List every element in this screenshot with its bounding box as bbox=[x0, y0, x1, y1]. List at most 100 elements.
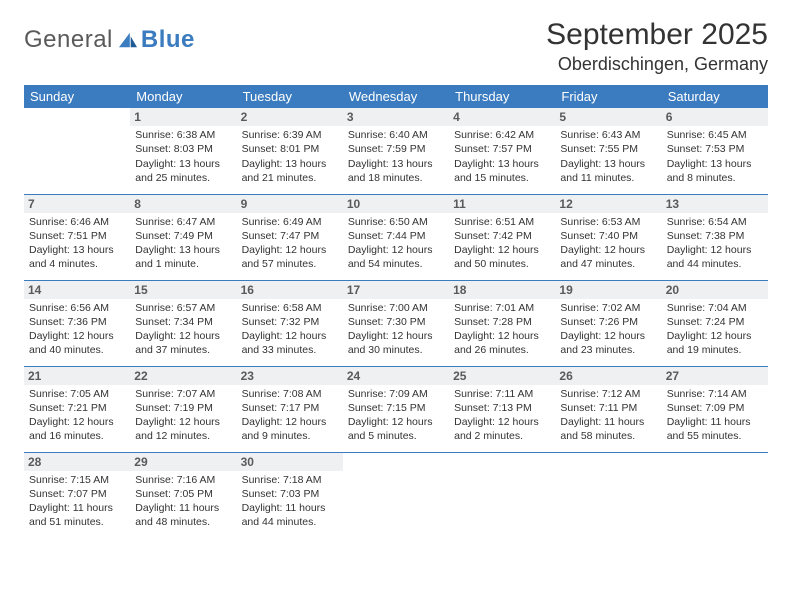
sunset-label: Sunset: 7:05 PM bbox=[135, 487, 231, 501]
sunset-label: Sunset: 7:40 PM bbox=[560, 229, 656, 243]
day-number: 29 bbox=[130, 453, 236, 471]
calendar-cell: 6Sunrise: 6:45 AMSunset: 7:53 PMDaylight… bbox=[662, 108, 768, 194]
sunset-label: Sunset: 7:34 PM bbox=[135, 315, 231, 329]
calendar-row: 1Sunrise: 6:38 AMSunset: 8:03 PMDaylight… bbox=[24, 108, 768, 194]
sunrise-label: Sunrise: 7:16 AM bbox=[135, 473, 231, 487]
daylight-label: Daylight: 13 hours and 25 minutes. bbox=[135, 157, 231, 185]
sunset-label: Sunset: 7:59 PM bbox=[348, 142, 444, 156]
daylight-label: Daylight: 12 hours and 57 minutes. bbox=[242, 243, 338, 271]
sunset-label: Sunset: 7:13 PM bbox=[454, 401, 550, 415]
sunset-label: Sunset: 7:36 PM bbox=[29, 315, 125, 329]
day-number: 15 bbox=[130, 281, 236, 299]
sunrise-label: Sunrise: 6:58 AM bbox=[242, 301, 338, 315]
calendar-cell bbox=[449, 452, 555, 538]
daylight-label: Daylight: 11 hours and 48 minutes. bbox=[135, 501, 231, 529]
sunset-label: Sunset: 7:38 PM bbox=[667, 229, 763, 243]
calendar-cell: 22Sunrise: 7:07 AMSunset: 7:19 PMDayligh… bbox=[130, 366, 236, 452]
day-number: 18 bbox=[449, 281, 555, 299]
daylight-label: Daylight: 12 hours and 47 minutes. bbox=[560, 243, 656, 271]
weekday-header: Wednesday bbox=[343, 85, 449, 108]
calendar-cell: 21Sunrise: 7:05 AMSunset: 7:21 PMDayligh… bbox=[24, 366, 130, 452]
day-number: 27 bbox=[662, 367, 768, 385]
sunrise-label: Sunrise: 7:07 AM bbox=[135, 387, 231, 401]
sunrise-label: Sunrise: 7:11 AM bbox=[454, 387, 550, 401]
daylight-label: Daylight: 11 hours and 55 minutes. bbox=[667, 415, 763, 443]
daylight-label: Daylight: 11 hours and 58 minutes. bbox=[560, 415, 656, 443]
sunrise-label: Sunrise: 6:57 AM bbox=[135, 301, 231, 315]
calendar-cell: 13Sunrise: 6:54 AMSunset: 7:38 PMDayligh… bbox=[662, 194, 768, 280]
calendar-cell: 28Sunrise: 7:15 AMSunset: 7:07 PMDayligh… bbox=[24, 452, 130, 538]
daylight-label: Daylight: 13 hours and 18 minutes. bbox=[348, 157, 444, 185]
day-number: 25 bbox=[449, 367, 555, 385]
calendar-cell: 14Sunrise: 6:56 AMSunset: 7:36 PMDayligh… bbox=[24, 280, 130, 366]
sunset-label: Sunset: 8:03 PM bbox=[135, 142, 231, 156]
daylight-label: Daylight: 12 hours and 33 minutes. bbox=[242, 329, 338, 357]
calendar-cell: 27Sunrise: 7:14 AMSunset: 7:09 PMDayligh… bbox=[662, 366, 768, 452]
day-number: 14 bbox=[24, 281, 130, 299]
calendar-cell: 16Sunrise: 6:58 AMSunset: 7:32 PMDayligh… bbox=[237, 280, 343, 366]
day-number: 11 bbox=[449, 195, 555, 213]
calendar-body: 1Sunrise: 6:38 AMSunset: 8:03 PMDaylight… bbox=[24, 108, 768, 538]
daylight-label: Daylight: 13 hours and 21 minutes. bbox=[242, 157, 338, 185]
calendar-cell: 25 Sunrise: 7:11 AMSunset: 7:13 PMDayligh… bbox=[449, 366, 555, 452]
day-number: 2 bbox=[237, 108, 343, 126]
day-number: 9 bbox=[237, 195, 343, 213]
daylight-label: Daylight: 13 hours and 11 minutes. bbox=[560, 157, 656, 185]
daylight-label: Daylight: 13 hours and 8 minutes. bbox=[667, 157, 763, 185]
daylight-label: Daylight: 12 hours and 37 minutes. bbox=[135, 329, 231, 357]
weekday-header: Tuesday bbox=[237, 85, 343, 108]
sunrise-label: Sunrise: 6:46 AM bbox=[29, 215, 125, 229]
calendar-cell: 1Sunrise: 6:38 AMSunset: 8:03 PMDaylight… bbox=[130, 108, 236, 194]
daylight-label: Daylight: 13 hours and 1 minute. bbox=[135, 243, 231, 271]
sunset-label: Sunset: 7:44 PM bbox=[348, 229, 444, 243]
daylight-label: Daylight: 12 hours and 2 minutes. bbox=[454, 415, 550, 443]
calendar-cell: 12Sunrise: 6:53 AMSunset: 7:40 PMDayligh… bbox=[555, 194, 661, 280]
sunset-label: Sunset: 7:15 PM bbox=[348, 401, 444, 415]
daylight-label: Daylight: 12 hours and 40 minutes. bbox=[29, 329, 125, 357]
calendar-row: 28Sunrise: 7:15 AMSunset: 7:07 PMDayligh… bbox=[24, 452, 768, 538]
calendar-cell: 3Sunrise: 6:40 AMSunset: 7:59 PMDaylight… bbox=[343, 108, 449, 194]
location-label: Oberdischingen, Germany bbox=[546, 54, 768, 75]
calendar-cell: 18Sunrise: 7:01 AMSunset: 7:28 PMDayligh… bbox=[449, 280, 555, 366]
sunrise-label: Sunrise: 7:15 AM bbox=[29, 473, 125, 487]
daylight-label: Daylight: 12 hours and 54 minutes. bbox=[348, 243, 444, 271]
sunset-label: Sunset: 7:19 PM bbox=[135, 401, 231, 415]
weekday-header: Monday bbox=[130, 85, 236, 108]
sunset-label: Sunset: 7:42 PM bbox=[454, 229, 550, 243]
day-number: 19 bbox=[555, 281, 661, 299]
day-number: 23 bbox=[237, 367, 343, 385]
sail-icon bbox=[117, 31, 139, 49]
sunrise-label: Sunrise: 6:43 AM bbox=[560, 128, 656, 142]
sunrise-label: Sunrise: 7:09 AM bbox=[348, 387, 444, 401]
sunrise-label: Sunrise: 6:39 AM bbox=[242, 128, 338, 142]
sunrise-label: Sunrise: 7:05 AM bbox=[29, 387, 125, 401]
daylight-label: Daylight: 12 hours and 50 minutes. bbox=[454, 243, 550, 271]
brand-part2: Blue bbox=[141, 26, 195, 54]
sunset-label: Sunset: 7:11 PM bbox=[560, 401, 656, 415]
calendar-cell: 11 Sunrise: 6:51 AMSunset: 7:42 PMDayligh… bbox=[449, 194, 555, 280]
calendar-cell: 26Sunrise: 7:12 AMSunset: 7:11 PMDayligh… bbox=[555, 366, 661, 452]
calendar-cell bbox=[24, 108, 130, 194]
calendar-cell: 7Sunrise: 6:46 AMSunset: 7:51 PMDaylight… bbox=[24, 194, 130, 280]
sunset-label: Sunset: 7:03 PM bbox=[242, 487, 338, 501]
calendar-cell: 19Sunrise: 7:02 AMSunset: 7:26 PMDayligh… bbox=[555, 280, 661, 366]
calendar-row: 7Sunrise: 6:46 AMSunset: 7:51 PMDaylight… bbox=[24, 194, 768, 280]
page-header: General Blue September 2025 Oberdisching… bbox=[24, 18, 768, 75]
calendar-table: Sunday Monday Tuesday Wednesday Thursday… bbox=[24, 85, 768, 538]
weekday-header: Thursday bbox=[449, 85, 555, 108]
sunrise-label: Sunrise: 6:51 AM bbox=[454, 215, 550, 229]
sunrise-label: Sunrise: 6:47 AM bbox=[135, 215, 231, 229]
calendar-cell: 9Sunrise: 6:49 AMSunset: 7:47 PMDaylight… bbox=[237, 194, 343, 280]
daylight-label: Daylight: 11 hours and 44 minutes. bbox=[242, 501, 338, 529]
day-number: 1 bbox=[130, 108, 236, 126]
sunrise-label: Sunrise: 7:18 AM bbox=[242, 473, 338, 487]
day-number: 20 bbox=[662, 281, 768, 299]
day-number: 28 bbox=[24, 453, 130, 471]
daylight-label: Daylight: 13 hours and 15 minutes. bbox=[454, 157, 550, 185]
day-number: 26 bbox=[555, 367, 661, 385]
calendar-cell: 17Sunrise: 7:00 AMSunset: 7:30 PMDayligh… bbox=[343, 280, 449, 366]
sunrise-label: Sunrise: 7:02 AM bbox=[560, 301, 656, 315]
sunset-label: Sunset: 8:01 PM bbox=[242, 142, 338, 156]
sunset-label: Sunset: 7:28 PM bbox=[454, 315, 550, 329]
day-number: 3 bbox=[343, 108, 449, 126]
